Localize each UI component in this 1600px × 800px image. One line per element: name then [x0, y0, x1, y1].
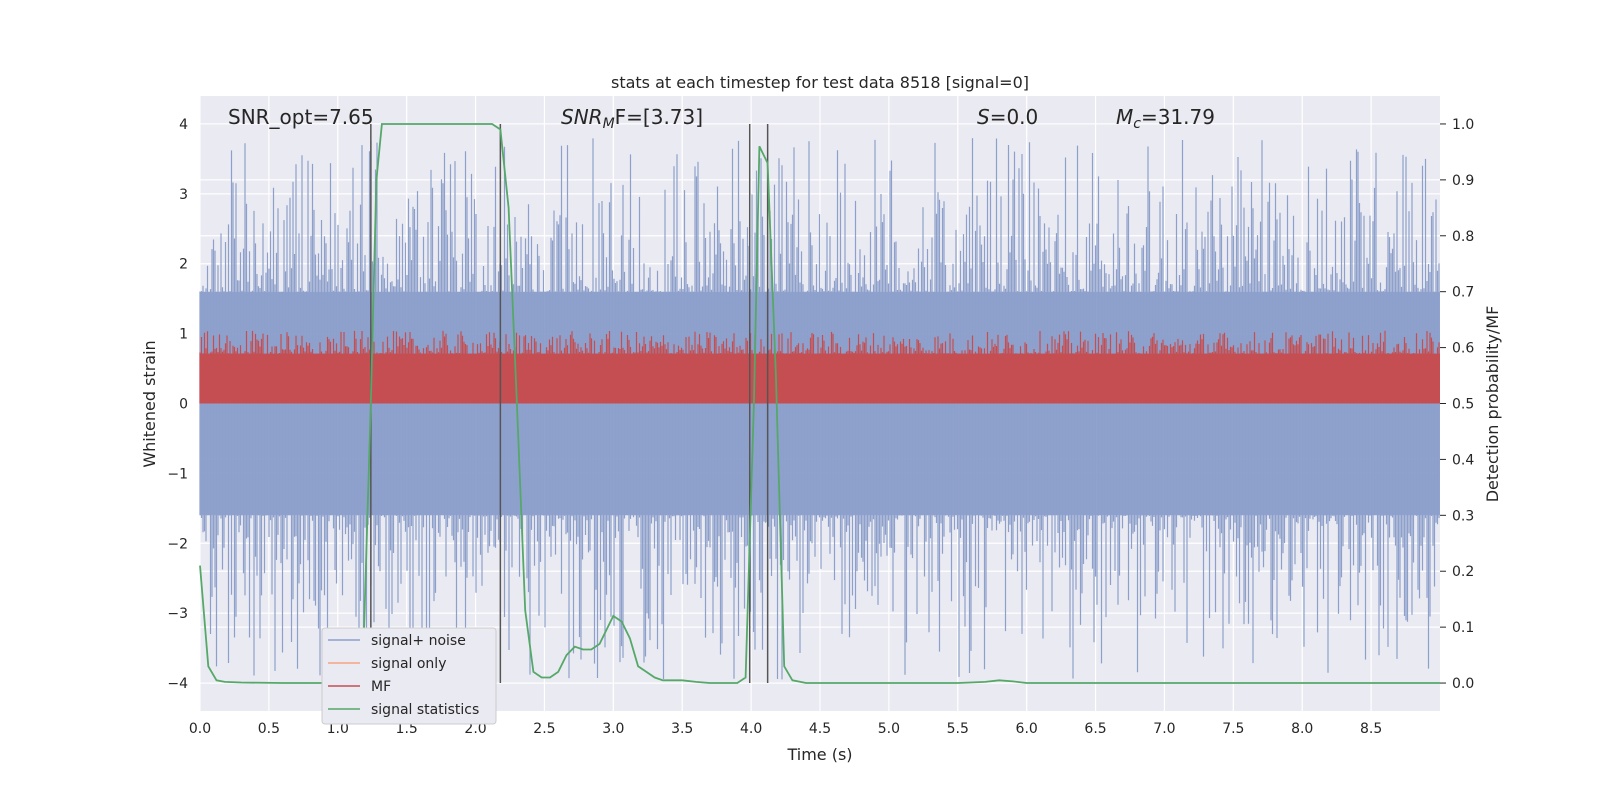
y-left-tick-label: 3 [179, 187, 188, 203]
y-right-tick-label: 0.9 [1452, 173, 1474, 189]
signal-statistics-series [199, 123, 1440, 684]
y-axis-left-label: Whitened strain [140, 340, 159, 467]
y-right-tick-label: 0.5 [1452, 397, 1474, 413]
y-left-tick-label: 2 [179, 257, 188, 273]
x-tick-label: 4.0 [740, 721, 762, 737]
legend: signal+ noise signal only MF signal stat… [321, 627, 497, 725]
y-left-tick-label: 1 [179, 327, 188, 343]
x-tick-label: 6.5 [1084, 721, 1106, 737]
x-tick-label: 7.5 [1222, 721, 1244, 737]
x-tick-label: 2.0 [464, 721, 486, 737]
x-tick-label: 0.0 [189, 721, 211, 737]
annotation-mc: Mc=31.79 [1116, 105, 1215, 132]
y-left-tick-label: −3 [167, 606, 188, 622]
legend-box [321, 627, 497, 725]
x-tick-label: 5.5 [947, 721, 969, 737]
y-left-tick-label: 4 [179, 117, 188, 133]
y-axis-right-ticks: 0.0 0.1 0.2 0.3 0.4 0.5 0.6 0.7 0.8 0.9 1.0 [1440, 117, 1474, 692]
y-right-tick-label: 0.7 [1452, 285, 1474, 301]
y-right-tick-label: 0.1 [1452, 620, 1474, 636]
mf-series [199, 330, 1440, 404]
x-tick-label: 6.0 [1016, 721, 1038, 737]
annotation-snr-opt: SNR_opt=7.65 [228, 105, 374, 129]
x-tick-label: 2.5 [533, 721, 555, 737]
x-tick-label: 7.0 [1153, 721, 1175, 737]
y-left-tick-label: −4 [167, 676, 188, 692]
x-tick-label: 1.5 [396, 721, 418, 737]
y-axis-right-label: Detection probability/MF [1483, 306, 1502, 503]
y-left-tick-label: −1 [167, 466, 188, 482]
legend-label-signal-noise: signal+ noise [371, 633, 466, 649]
annotation-snr-mf: SNRMF=[3.73] [561, 105, 703, 132]
y-left-tick-label: 0 [179, 397, 188, 413]
y-right-tick-label: 0.2 [1452, 564, 1474, 580]
y-right-tick-label: 0.3 [1452, 508, 1474, 524]
y-right-tick-label: 0.0 [1452, 676, 1474, 692]
chart-title: stats at each timestep for test data 851… [611, 73, 1029, 92]
x-axis-label: Time (s) [786, 745, 852, 764]
x-tick-label: 8.5 [1360, 721, 1382, 737]
x-tick-label: 3.5 [671, 721, 693, 737]
x-axis-ticks: 0.0 0.5 1.0 1.5 2.0 2.5 3.0 3.5 4.0 4.5 5.0 5.5 6.0 6… [189, 721, 1382, 737]
x-tick-label: 8.0 [1291, 721, 1313, 737]
y-axis-left-ticks: −4 −3 −2 −1 0 1 2 3 4 [167, 117, 188, 692]
signal-statistics-line [199, 123, 1440, 684]
x-tick-label: 0.5 [258, 721, 280, 737]
x-tick-label: 3.0 [602, 721, 624, 737]
mf-trace [199, 330, 1440, 404]
legend-label-mf: MF [371, 679, 391, 695]
y-right-tick-label: 0.4 [1452, 452, 1474, 468]
y-right-tick-label: 1.0 [1452, 117, 1474, 133]
x-tick-label: 4.5 [809, 721, 831, 737]
annotation-s: S=0.0 [977, 105, 1038, 129]
y-left-tick-label: −2 [167, 536, 188, 552]
x-tick-label: 5.0 [878, 721, 900, 737]
legend-label-signal-statistics: signal statistics [371, 702, 479, 718]
legend-label-signal-only: signal only [371, 656, 446, 672]
y-right-tick-label: 0.8 [1452, 229, 1474, 245]
y-right-tick-label: 0.6 [1452, 341, 1474, 357]
x-tick-label: 1.0 [327, 721, 349, 737]
